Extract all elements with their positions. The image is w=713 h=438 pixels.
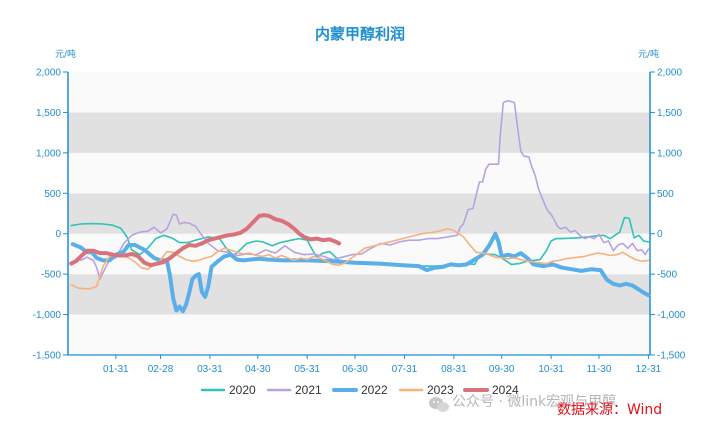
- legend-label-2023: 2023: [427, 383, 454, 397]
- legend-label-2020: 2020: [229, 383, 256, 397]
- y-tick-label-left: -1,500: [33, 351, 62, 362]
- grid-band: [68, 152, 650, 194]
- wechat-icon: [429, 397, 449, 412]
- y-tick-label-right: -1,000: [657, 310, 686, 321]
- x-tick-label: 04-30: [245, 364, 271, 375]
- y-tick-label-right: 500: [657, 189, 674, 200]
- x-tick-label: 11-30: [587, 364, 612, 375]
- y-tick-label-right: 1,000: [657, 148, 682, 159]
- source-note: 数据来源：Wind: [557, 402, 662, 418]
- x-tick-label: 03-31: [197, 364, 223, 375]
- watermark-text: 公众号 · 微link宏观与甲醇: [452, 393, 616, 410]
- y-tick-label-left: -1,000: [33, 310, 62, 321]
- grid-bands: [68, 72, 650, 355]
- axes: -1,500 -1,500 -1,000 -1,000 -500 -500 0 0 500 500…: [33, 68, 686, 376]
- y-tick-label-left: -500: [41, 270, 61, 281]
- legend-label-2021: 2021: [295, 383, 322, 397]
- x-tick-label: 09-30: [489, 364, 515, 375]
- y-tick-label-right: 2,000: [657, 68, 682, 79]
- y-tick-label-right: 0: [657, 229, 663, 240]
- x-tick-label: 02-28: [148, 364, 174, 375]
- legend-label-2024: 2024: [492, 383, 519, 397]
- x-tick-label: 01-31: [103, 364, 129, 375]
- chart-title: 内蒙甲醇利润: [315, 25, 405, 43]
- y-tick-label-right: -500: [657, 270, 677, 281]
- series-lines: [69, 100, 651, 314]
- grid-band: [68, 72, 650, 113]
- y-unit-left: 元/吨: [55, 48, 76, 60]
- x-tick-label: 06-30: [342, 364, 368, 375]
- grid-band: [68, 274, 650, 315]
- y-tick-label-left: 500: [44, 189, 61, 200]
- x-tick-label: 12-31: [636, 364, 662, 375]
- grid-band: [68, 112, 650, 153]
- y-tick-label-left: 0: [55, 229, 61, 240]
- x-tick-label: 05-31: [294, 364, 320, 375]
- y-tick-label-left: 1,500: [36, 108, 61, 119]
- y-tick-label-left: 1,000: [36, 148, 61, 159]
- y-unit-right: 元/吨: [638, 48, 659, 60]
- x-tick-label: 10-31: [538, 364, 564, 375]
- x-tick-label: 07-31: [392, 364, 418, 375]
- y-tick-label-right: 1,500: [657, 108, 682, 119]
- series-line-2024: [69, 213, 342, 268]
- x-tick-label: 08-31: [441, 364, 467, 375]
- grid-band: [68, 314, 650, 355]
- legend-label-2022: 2022: [361, 383, 388, 397]
- y-tick-label-left: 2,000: [36, 68, 61, 79]
- legend: 2020 2021 2022 2023 2024: [200, 383, 519, 397]
- series-line-2023: [70, 228, 650, 290]
- series-line-2021: [80, 100, 650, 280]
- y-tick-label-right: -1,500: [657, 351, 686, 362]
- grid-band: [68, 193, 650, 234]
